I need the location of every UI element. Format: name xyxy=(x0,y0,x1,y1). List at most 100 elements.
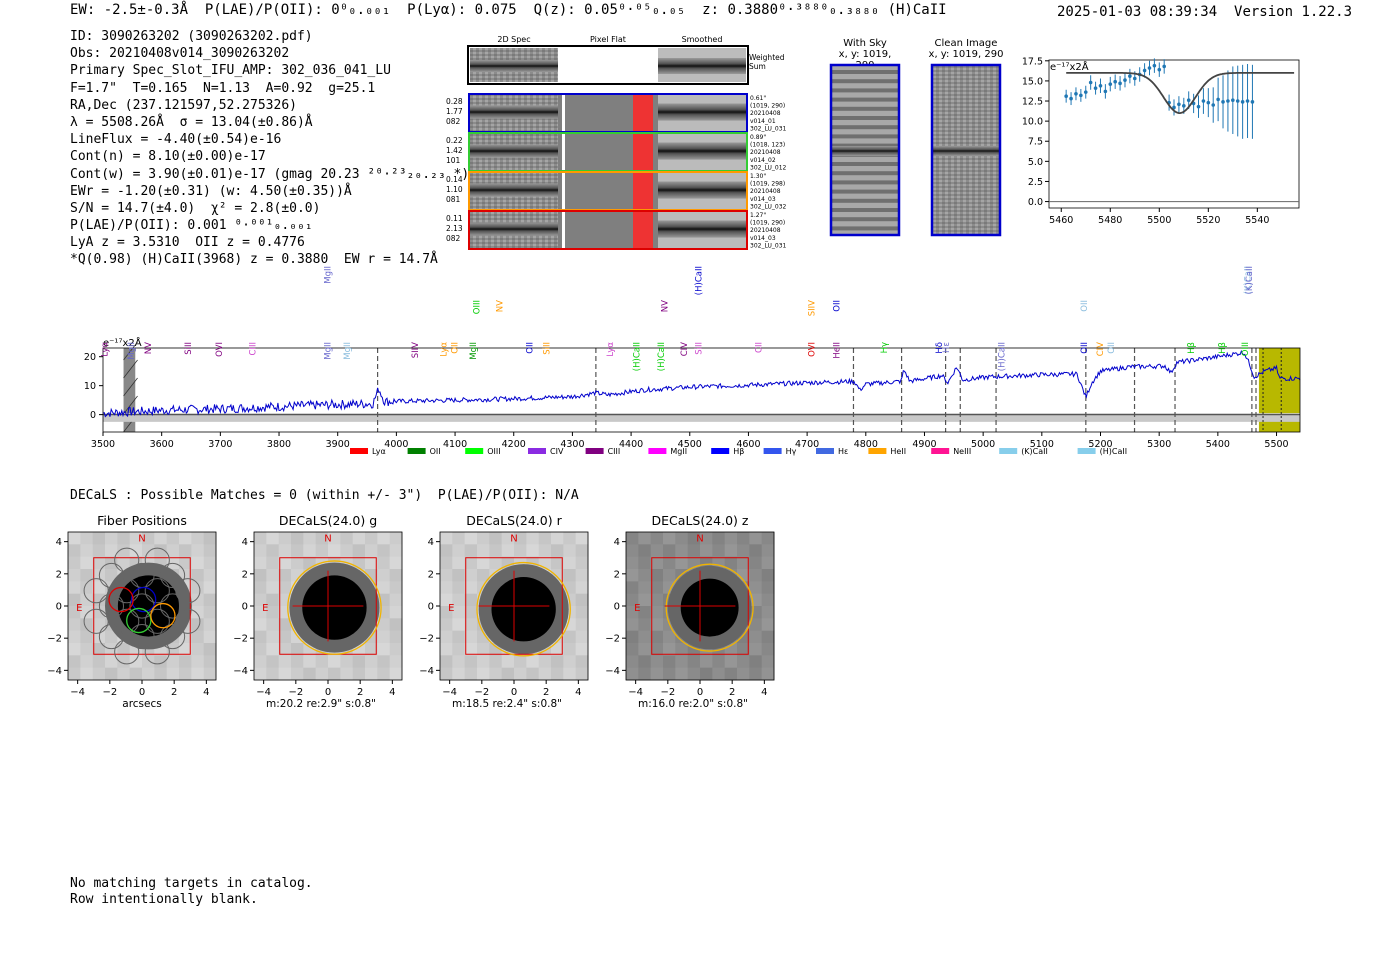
emission-line-label: CIV xyxy=(1096,342,1106,356)
spec-xtick-label: 4200 xyxy=(502,439,526,450)
cutout-pixel xyxy=(626,643,639,656)
row-right-label: 1.30" xyxy=(750,173,766,180)
cutout-subtitle: m:16.0 re:2.0" s:0.8" xyxy=(638,698,748,710)
cutout-pixel xyxy=(105,532,118,545)
cutout-pixel xyxy=(724,667,738,681)
cutout-pixel xyxy=(117,655,131,669)
sky-line xyxy=(832,79,898,84)
cutout-pixel xyxy=(80,630,94,644)
cutout-xtick-label: −2 xyxy=(474,687,489,698)
cutout-ytick-label: 0 xyxy=(428,602,434,613)
cutout-pixel xyxy=(352,532,366,545)
zoom-xtick-label: 5520 xyxy=(1196,215,1220,226)
aperture-circle xyxy=(665,563,754,652)
zoom-ytick-label: 2.5 xyxy=(1028,177,1043,188)
cutout-pixel xyxy=(105,655,118,669)
emission-line-label: Hβ xyxy=(1187,342,1197,354)
emission-line-label: OII xyxy=(1107,342,1117,354)
row-right-label: 0.89" xyxy=(750,134,766,141)
row-left-label: 101 xyxy=(446,156,461,165)
cutout-pixel xyxy=(291,544,304,558)
cutout-pixel xyxy=(365,532,378,545)
zoom-point xyxy=(1103,89,1108,94)
sky-line xyxy=(832,143,898,148)
spec-xtick-label: 5000 xyxy=(971,439,995,450)
error-band xyxy=(103,413,1300,422)
zoom-model-line xyxy=(1066,72,1295,114)
footer-line: Row intentionally blank. xyxy=(70,891,258,907)
cutout-pixel xyxy=(761,532,775,545)
info-line: Primary Spec_Slot_IFU_AMP: 302_036_041_L… xyxy=(70,63,391,79)
sky-images xyxy=(829,63,1002,237)
cutout-pixel xyxy=(266,618,280,632)
cutout-pixel xyxy=(254,667,267,681)
cutout-pixel xyxy=(266,593,280,607)
fiber-circle-highlight xyxy=(126,607,152,634)
emission-line-label: Lyα xyxy=(606,342,616,357)
zoom-point xyxy=(1142,68,1147,73)
cutout-pixel xyxy=(551,544,564,558)
sky-line xyxy=(832,106,898,111)
legend-swatch xyxy=(868,448,887,454)
legend-swatch xyxy=(816,448,834,454)
cutout-pixel xyxy=(303,655,317,669)
cutout-pixel xyxy=(551,655,564,669)
grey-band-hatch xyxy=(123,341,138,361)
cutout-pixel xyxy=(737,655,750,669)
zoom-point xyxy=(1240,100,1245,104)
cutout-pixel xyxy=(179,556,192,570)
fiber-circle-highlight xyxy=(130,586,157,613)
row-right-label: 20210408 xyxy=(750,110,781,117)
cutout-pixel xyxy=(291,655,304,669)
emission-line-label: OIII xyxy=(473,300,483,314)
cutout-pixel xyxy=(514,544,527,558)
summary-header: EW: -2.5±-0.3Å P(LAE)/P(OII): 0⁰₀.₀₀₁ P(… xyxy=(70,2,947,18)
zoom-xtick-label: 5500 xyxy=(1147,215,1171,226)
cutout-pixel xyxy=(700,667,713,681)
cutout-pixel xyxy=(328,544,341,558)
cutout-pixel xyxy=(179,655,192,669)
cutout-pixel xyxy=(154,667,168,681)
zoom-ytick-label: 5.0 xyxy=(1028,157,1043,168)
cutout-pixel xyxy=(129,532,143,545)
row-right-label: 1.27" xyxy=(750,212,766,219)
cutout-pixel xyxy=(179,667,192,681)
cutout-pixel xyxy=(563,556,577,570)
cutout-ytick-label: −4 xyxy=(419,666,434,677)
cutout-pixel xyxy=(563,655,577,669)
row-smoothed-trace xyxy=(658,103,746,121)
zoom-point xyxy=(1088,80,1093,85)
cutout-pixel xyxy=(440,581,453,595)
legend-swatch xyxy=(1077,448,1096,454)
cutout-pixel xyxy=(154,544,168,558)
zoom-point xyxy=(1113,79,1117,84)
cutout-pixel xyxy=(464,655,478,669)
cutout-pixel xyxy=(526,532,540,545)
sky-line xyxy=(832,88,898,93)
cutout-pixel xyxy=(737,556,750,570)
zoom-point xyxy=(1064,94,1068,98)
emission-line-label: SiII xyxy=(543,342,553,355)
emission-line-label: MgII xyxy=(127,342,137,360)
row-right-label: 302_LU_012 xyxy=(750,164,787,171)
cutout-pixel xyxy=(575,593,589,607)
sky-line xyxy=(832,217,898,222)
cutout-pixel xyxy=(80,618,94,632)
cutout-pixel xyxy=(166,544,180,558)
cutout-pixel xyxy=(452,544,466,558)
row-right-label: 302_LU_032 xyxy=(750,203,787,210)
zoom-xtick-label: 5460 xyxy=(1049,215,1073,226)
zoom-ytick-label: 10.0 xyxy=(1022,117,1043,128)
cutout-pixel xyxy=(464,593,478,607)
detection-info: ID: 3090263202 (3090263202.pdf) Obs: 202… xyxy=(70,28,469,269)
cutout-pixel xyxy=(687,667,701,681)
fiber-circle-highlight xyxy=(150,602,176,629)
cutout-ytick-label: 2 xyxy=(56,569,62,580)
cutout-pixel xyxy=(452,569,466,582)
cutout-pixel xyxy=(377,544,391,558)
row-2dspec-trace xyxy=(470,144,558,158)
row-smoothed-trace xyxy=(658,142,746,160)
cutout-pixel xyxy=(80,593,94,607)
zoom-point xyxy=(1083,90,1088,94)
